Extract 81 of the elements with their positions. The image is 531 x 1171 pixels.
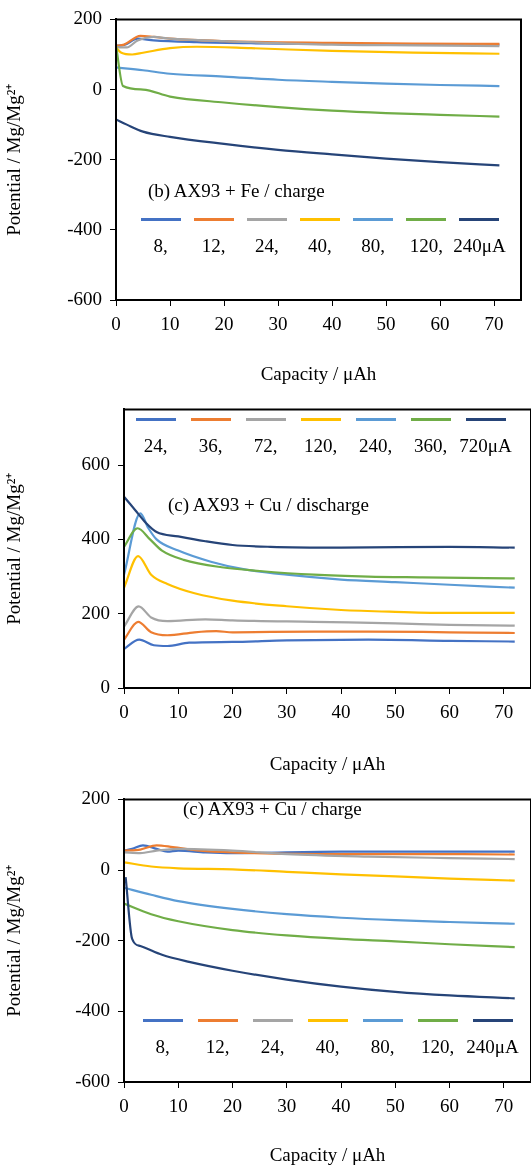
legend-label: 720μA <box>459 435 512 457</box>
legend-label: 24, <box>143 435 168 457</box>
y-axis-title: Potential / Mg/Mg²⁺ <box>3 83 25 236</box>
line-series <box>124 527 516 580</box>
y-tick-label: -600 <box>75 1069 110 1091</box>
x-tick-label: 10 <box>168 1095 188 1117</box>
y-tick-label: -600 <box>67 287 102 309</box>
y-tick-label: 0 <box>92 77 102 99</box>
legend-label: 80, <box>361 235 385 257</box>
legend-label: 8, <box>153 235 168 257</box>
x-axis-title: Capacity / μAh <box>269 752 386 774</box>
line-series <box>124 876 516 1000</box>
x-tick-label: 30 <box>277 701 297 723</box>
y-axis-title: Potential / Mg/Mg²⁺ <box>3 472 25 625</box>
legend-label: 80, <box>370 1036 395 1058</box>
x-tick-label: 70 <box>494 1095 514 1117</box>
x-tick-label: 70 <box>484 313 504 335</box>
line-series <box>124 902 516 949</box>
x-tick-label: 60 <box>440 1095 460 1117</box>
legend-label: 240μA <box>466 1036 519 1058</box>
line-series <box>124 638 516 651</box>
line-series <box>124 886 516 925</box>
legend-label: 12, <box>205 1036 230 1058</box>
y-tick-label: 200 <box>81 787 110 809</box>
line-series <box>124 847 516 861</box>
legend-label: 72, <box>253 435 278 457</box>
line-series <box>124 605 516 628</box>
x-tick-label: 60 <box>430 313 450 335</box>
x-axis-title: Capacity / μAh <box>260 362 377 384</box>
x-tick-label: 30 <box>277 1095 297 1117</box>
legend-label: 24, <box>260 1036 285 1058</box>
x-tick-label: 20 <box>223 701 243 723</box>
x-tick-label: 10 <box>168 701 188 723</box>
line-series <box>124 620 516 641</box>
legend-label: 12, <box>201 235 226 257</box>
line-series <box>116 66 501 88</box>
y-tick-label: 600 <box>81 453 110 475</box>
legend-label: 120, <box>409 235 443 257</box>
legend-label: 240μA <box>453 235 506 257</box>
y-tick-label: 200 <box>73 7 102 29</box>
line-series <box>124 861 516 882</box>
x-tick-label: 70 <box>494 701 514 723</box>
legend-label: 40, <box>315 1036 340 1058</box>
x-axis-title: Capacity / μAh <box>269 1143 386 1165</box>
legend-label: 120, <box>303 435 338 457</box>
legend-label: 240, <box>358 435 393 457</box>
y-tick-label: 0 <box>100 675 110 697</box>
x-tick-label: 40 <box>322 313 342 335</box>
x-tick-label: 0 <box>119 701 129 723</box>
x-tick-label: 50 <box>376 313 396 335</box>
x-tick-label: 50 <box>385 701 405 723</box>
x-tick-label: 40 <box>331 701 351 723</box>
x-tick-label: 0 <box>119 1095 129 1117</box>
text: (c) AX93 + Cu / discharge <box>168 494 369 516</box>
x-tick-label: 60 <box>440 701 460 723</box>
y-tick-label: 0 <box>100 858 110 880</box>
x-tick-label: 30 <box>268 313 288 335</box>
line-series <box>116 118 501 167</box>
y-tick-label: -200 <box>75 928 110 950</box>
y-tick-label: -200 <box>67 147 102 169</box>
text: (b) AX93 + Fe / charge <box>148 180 325 202</box>
y-axis-title: Potential / Mg/Mg²⁺ <box>3 864 25 1017</box>
legend-label: 40, <box>308 235 332 257</box>
y-tick-label: -400 <box>75 999 110 1021</box>
chart-title: (c) AX93 + Cu / charge <box>183 798 362 820</box>
legend-label: 24, <box>254 235 279 257</box>
x-tick-label: 20 <box>223 1095 243 1117</box>
x-tick-label: 50 <box>385 1095 405 1117</box>
y-tick-label: -400 <box>67 217 102 239</box>
x-tick-label: 10 <box>160 313 180 335</box>
y-tick-label: 400 <box>81 527 110 549</box>
x-tick-label: 20 <box>214 313 234 335</box>
legend-label: 8, <box>155 1036 170 1058</box>
y-tick-label: 200 <box>81 601 110 623</box>
legend-label: 120, <box>420 1036 455 1058</box>
line-series <box>116 45 501 56</box>
x-tick-label: 40 <box>331 1095 351 1117</box>
line-series <box>124 555 516 615</box>
legend-label: 360, <box>413 435 448 457</box>
line-series <box>124 495 516 549</box>
legend-label: 36, <box>198 435 223 457</box>
